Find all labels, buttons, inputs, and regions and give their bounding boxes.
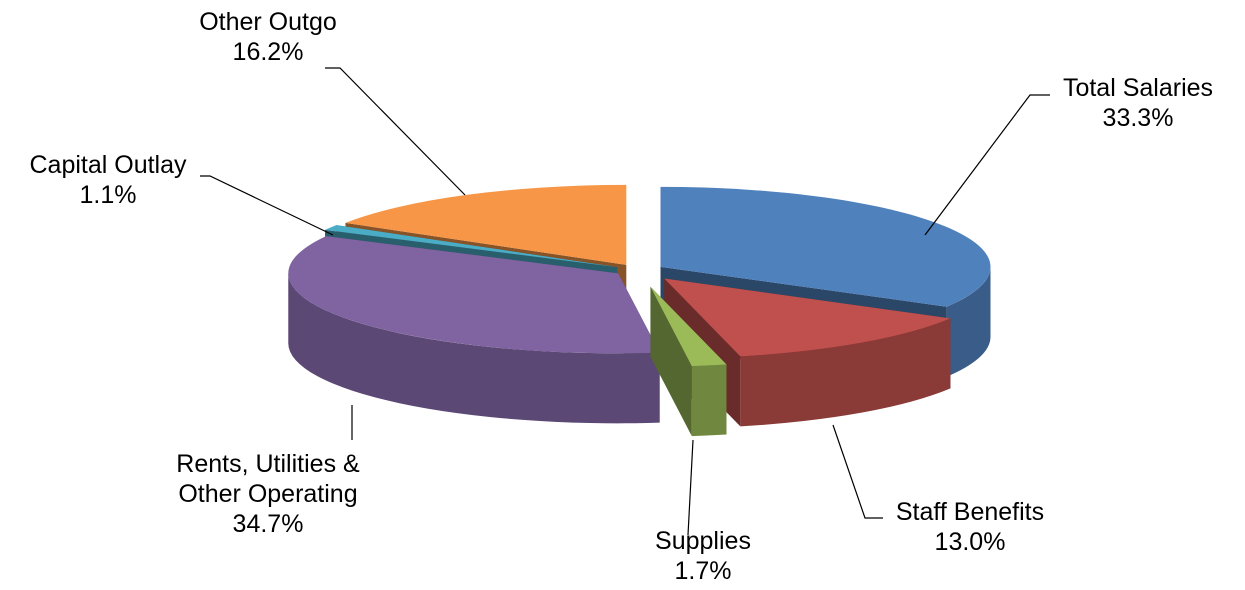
slice-side-wall — [946, 266, 991, 377]
slice-percent: 13.0% — [935, 528, 1006, 556]
slice-side-wall — [691, 364, 727, 437]
pie-slices — [288, 184, 991, 437]
slice-name: Supplies — [655, 527, 751, 555]
slice-label-2: Supplies 1.7% — [655, 527, 751, 585]
slice-name: Rents, Utilities & — [176, 450, 360, 478]
slice-percent: 33.3% — [1103, 104, 1174, 132]
slice-label-3: Rents, Utilities & Other Operating 34.7% — [176, 450, 360, 538]
slice-name: Total Salaries — [1063, 74, 1213, 102]
leader-line-5 — [325, 67, 466, 196]
slice-percent: 1.7% — [675, 557, 732, 585]
slice-side-wall — [288, 273, 660, 424]
leader-line-4 — [200, 175, 334, 236]
slice-label-1: Staff Benefits 13.0% — [896, 498, 1044, 556]
slice-top-face — [325, 225, 618, 268]
slice-name: Other Operating — [178, 480, 357, 508]
slice-percent: 1.1% — [80, 181, 137, 209]
slice-side-wall — [740, 318, 951, 427]
slice-label-5: Other Outgo 16.2% — [199, 8, 337, 66]
leader-line-1 — [832, 424, 883, 519]
slice-top-face — [664, 278, 951, 357]
slice-top-face — [345, 184, 627, 265]
slice-cut-face — [650, 286, 692, 437]
slice-labels: Total Salaries 33.3% Staff Benefits 13.0% Su… — [29, 8, 1213, 585]
slice-label-0: Total Salaries 33.3% — [1063, 74, 1213, 132]
slice-top-face — [288, 236, 660, 354]
slice-percent: 16.2% — [233, 38, 304, 66]
slice-2 — [650, 286, 727, 437]
slice-percent: 34.7% — [233, 510, 304, 538]
slice-name: Other Outgo — [199, 8, 337, 36]
slice-label-4: Capital Outlay 1.1% — [29, 151, 187, 209]
slice-top-face — [660, 186, 991, 307]
leader-lines — [200, 67, 1050, 536]
slice-top-face — [650, 286, 727, 367]
leader-line-0 — [924, 94, 1050, 236]
slice-3 — [288, 236, 660, 424]
leader-line-2 — [687, 439, 694, 536]
slice-name: Staff Benefits — [896, 498, 1044, 526]
slice-name: Capital Outlay — [29, 151, 187, 179]
